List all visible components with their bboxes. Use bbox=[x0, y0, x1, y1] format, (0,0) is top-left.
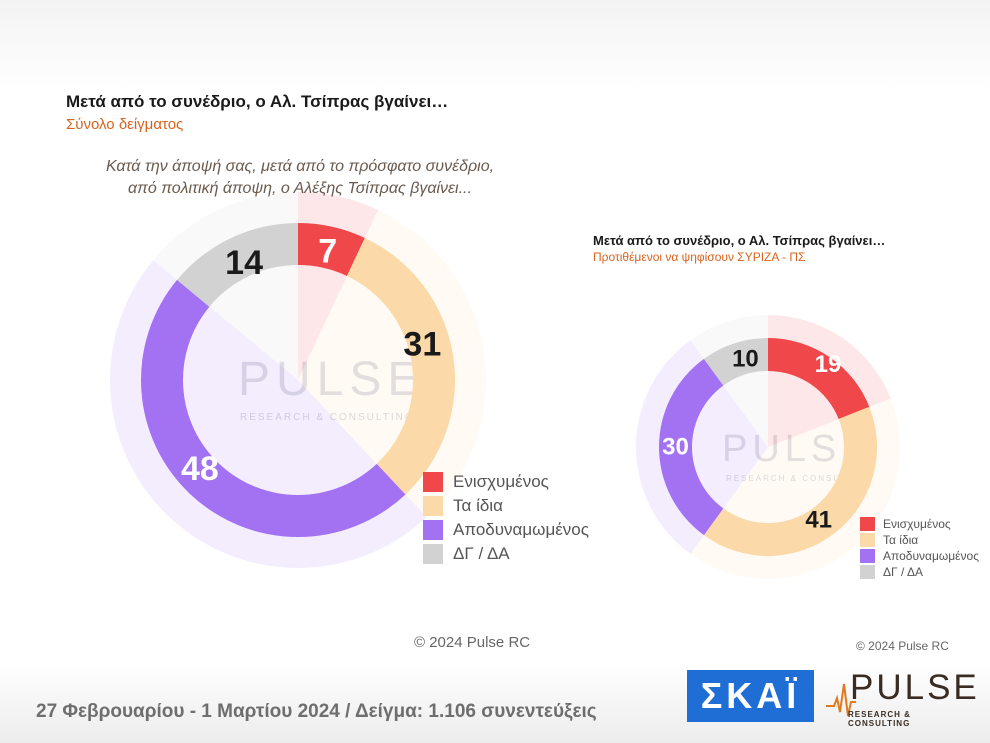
slice-3-value-label: 14 bbox=[225, 244, 263, 282]
legend-item: Αποδυναμωμένος bbox=[860, 548, 979, 564]
slice-0-value-label: 19 bbox=[815, 351, 842, 378]
legend-item: Τα ίδια bbox=[423, 494, 589, 518]
pulse-logo: PULSE RESEARCH & CONSULTING bbox=[826, 668, 977, 728]
legend-item: Ενισχυμένος bbox=[860, 516, 979, 532]
slice-1 bbox=[346, 237, 455, 495]
pulse-logo-tagline: RESEARCH & CONSULTING bbox=[848, 710, 911, 728]
survey-question: Κατά την άποψή σας, μετά από το πρόσφατο… bbox=[70, 156, 530, 200]
legend-main: Ενισχυμένος Τα ίδια Αποδυναμωμένος ΔΓ / … bbox=[423, 470, 589, 566]
chart-subtitle-secondary: Προτιθέμενοι να ψηφίσουν ΣΥΡΙΖΑ - ΠΣ bbox=[593, 250, 806, 264]
legend-label: Ενισχυμένος bbox=[883, 517, 951, 531]
slice-2-value-label: 30 bbox=[662, 434, 689, 461]
legend-swatch bbox=[423, 520, 443, 540]
legend-swatch bbox=[423, 472, 443, 492]
skai-logo: ΣΚΑΪ bbox=[687, 670, 814, 722]
legend-item: ΔΓ / ΔΑ bbox=[423, 542, 589, 566]
legend-label: Ενισχυμένος bbox=[453, 472, 549, 491]
bottom-shade bbox=[0, 663, 990, 743]
legend-swatch bbox=[860, 549, 875, 563]
legend-item: Αποδυναμωμένος bbox=[423, 518, 589, 542]
legend-swatch bbox=[423, 496, 443, 516]
slice-1-value-label: 41 bbox=[805, 507, 832, 534]
legend-label: Τα ίδια bbox=[453, 496, 503, 515]
slice-2-halo bbox=[636, 340, 768, 554]
pulse-logo-word: PULSE bbox=[850, 668, 980, 707]
chart-title-secondary: Μετά από το συνέδριο, ο Αλ. Τσίπρας βγαί… bbox=[593, 233, 886, 248]
slice-1 bbox=[703, 406, 877, 557]
legend-label: ΔΓ / ΔΑ bbox=[883, 565, 923, 579]
slice-2 bbox=[658, 358, 724, 536]
legend-secondary: Ενισχυμένος Τα ίδια Αποδυναμωμένος ΔΓ / … bbox=[860, 516, 979, 580]
legend-label: Αποδυναμωμένος bbox=[453, 520, 589, 539]
legend-item: Ενισχυμένος bbox=[423, 470, 589, 494]
slice-0-value-label: 7 bbox=[318, 232, 337, 270]
legend-label: Αποδυναμωμένος bbox=[883, 549, 979, 563]
slice-1-value-label: 31 bbox=[403, 326, 441, 364]
legend-item: ΔΓ / ΔΑ bbox=[860, 564, 979, 580]
chart-subtitle-main: Σύνολο δείγματος bbox=[66, 116, 184, 133]
slice-3 bbox=[177, 223, 298, 307]
slice-0 bbox=[298, 223, 365, 276]
copyright-secondary: © 2024 Pulse RC bbox=[856, 639, 949, 653]
chart-title-main: Μετά από το συνέδριο, ο Αλ. Τσίπρας βγαί… bbox=[66, 92, 449, 111]
pulse-wave-icon bbox=[826, 683, 856, 717]
legend-swatch bbox=[423, 544, 443, 564]
survey-question-line-2: από πολιτική άποψη, ο Αλέξης Τσίπρας βγα… bbox=[128, 180, 472, 197]
copyright-main: © 2024 Pulse RC bbox=[414, 634, 531, 651]
legend-swatch bbox=[860, 533, 875, 547]
top-shade bbox=[0, 0, 990, 90]
slice-0 bbox=[768, 338, 870, 420]
slice-3-value-label: 10 bbox=[732, 346, 759, 373]
legend-swatch bbox=[860, 565, 875, 579]
survey-question-line-1: Κατά την άποψή σας, μετά από το πρόσφατο… bbox=[105, 158, 495, 175]
legend-label: ΔΓ / ΔΑ bbox=[453, 544, 510, 563]
legend-swatch bbox=[860, 517, 875, 531]
legend-label: Τα ίδια bbox=[883, 533, 919, 547]
survey-footer: 27 Φεβρουαρίου - 1 Μαρτίου 2024 / Δείγμα… bbox=[36, 701, 597, 722]
slice-2-value-label: 48 bbox=[181, 450, 219, 488]
legend-item: Τα ίδια bbox=[860, 532, 979, 548]
slice-2 bbox=[140, 279, 406, 538]
slice-3 bbox=[703, 338, 768, 386]
